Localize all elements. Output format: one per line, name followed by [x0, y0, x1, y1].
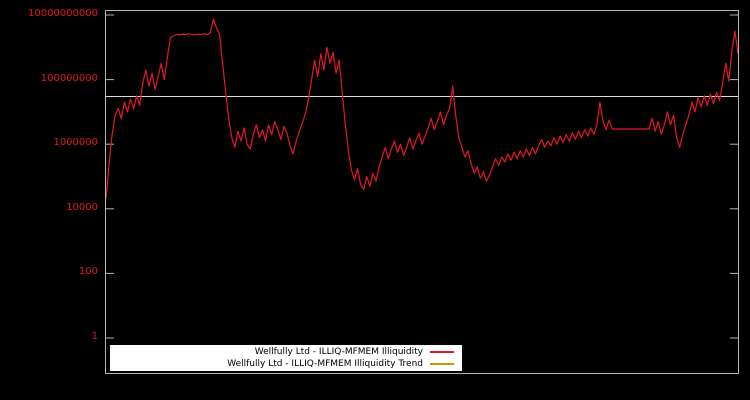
y-tick-label: 10000	[66, 202, 98, 213]
legend-line-sample-red	[430, 351, 454, 353]
chart-plot-svg	[106, 14, 738, 339]
legend-label-illiquidity: Wellfully Ltd - ILLIQ-MFMEM Illiquidity	[254, 347, 423, 357]
illiquidity-series-line	[106, 18, 738, 200]
y-tick-label: 1000000	[53, 137, 98, 148]
y-tick-label: 1	[91, 331, 98, 342]
y-tick-label: 100000000	[40, 73, 98, 84]
legend-label-trend: Wellfully Ltd - ILLIQ-MFMEM Illiquidity …	[227, 359, 423, 369]
legend: Wellfully Ltd - ILLIQ-MFMEM Illiquidity …	[110, 345, 462, 371]
plot-area	[105, 10, 739, 374]
legend-entry: Wellfully Ltd - ILLIQ-MFMEM Illiquidity	[110, 346, 462, 358]
legend-entry: Wellfully Ltd - ILLIQ-MFMEM Illiquidity …	[110, 358, 462, 370]
y-tick-label: 10000000000	[28, 8, 98, 19]
legend-line-sample-trend	[430, 363, 454, 365]
y-tick-label: 100	[78, 266, 98, 277]
